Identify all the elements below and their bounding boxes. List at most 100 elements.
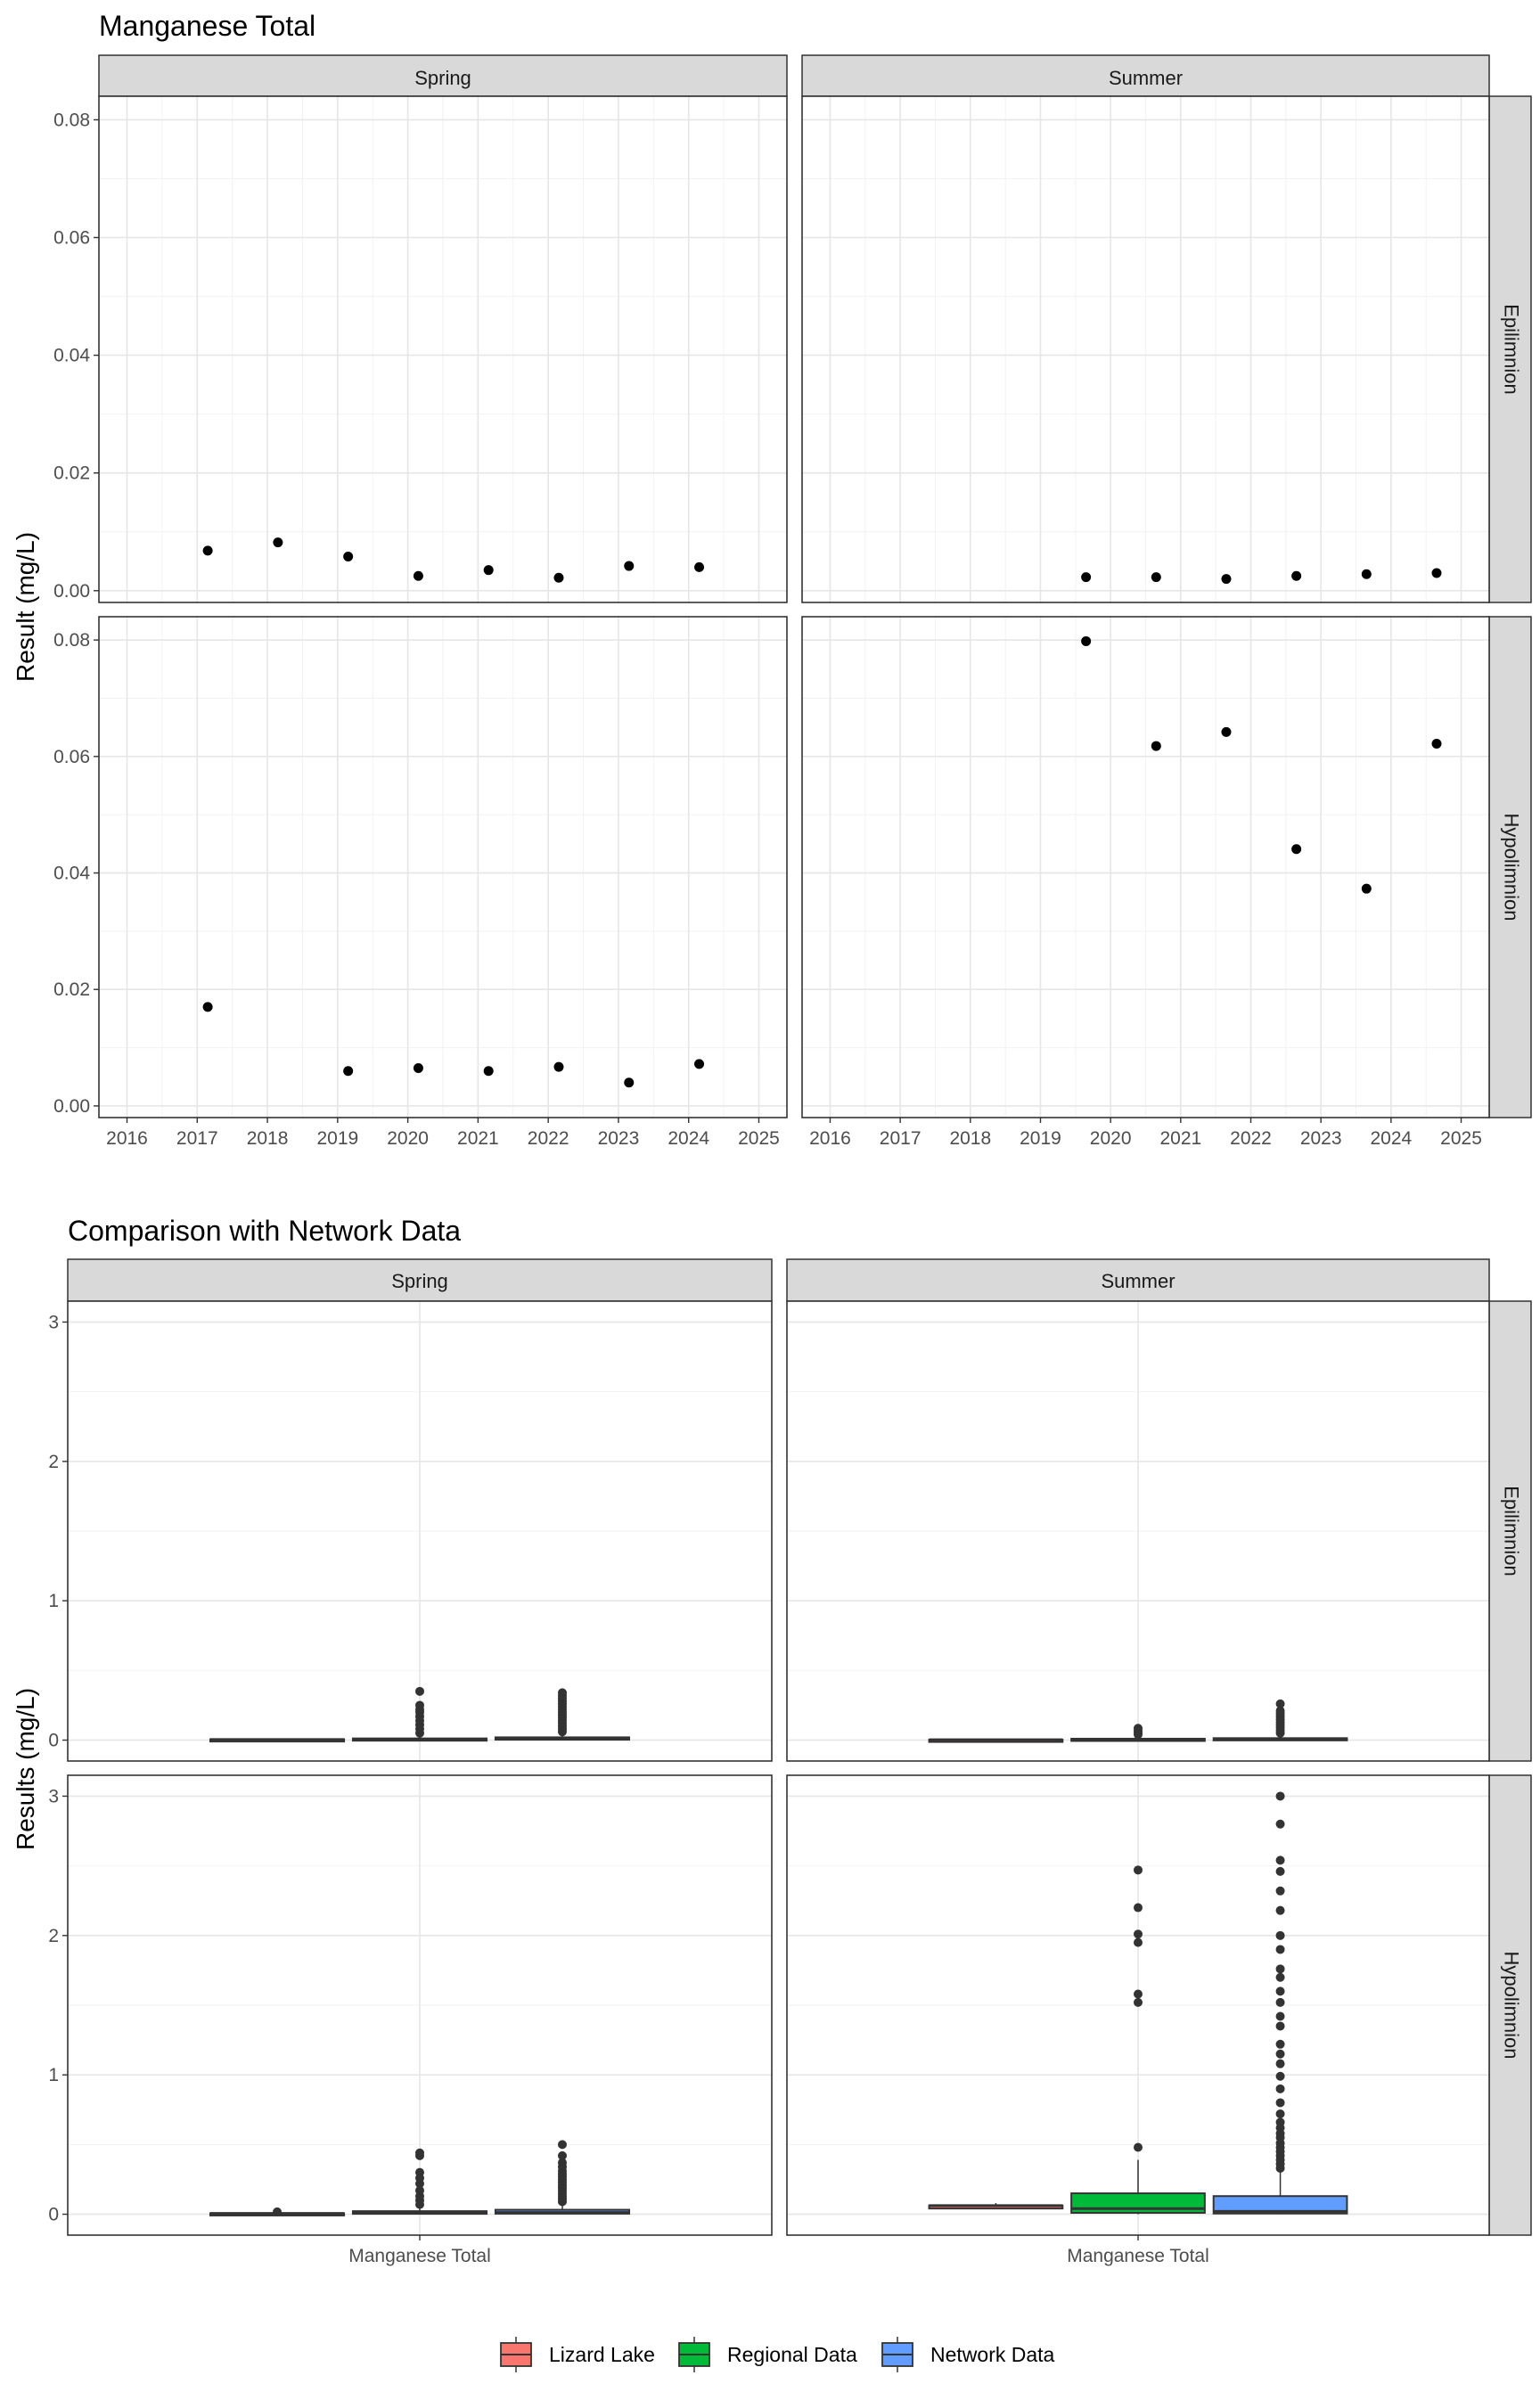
chart1-strip-spring	[98, 54, 788, 97]
chart1-data-point	[1431, 738, 1442, 749]
legend-label: Network Data	[930, 2343, 1055, 2366]
chart2-panel-border	[786, 1300, 1490, 1762]
chart1-data-point	[1221, 726, 1232, 737]
chart2-outlier	[1275, 1706, 1285, 1716]
chart2-title: Comparison with Network Data	[68, 1215, 461, 1247]
legend-label: Regional Data	[727, 2343, 857, 2366]
chart1-strip-label: Epilimnion	[1501, 304, 1523, 395]
chart2-outlier	[557, 1688, 567, 1698]
chart1-data-point	[624, 1077, 635, 1088]
chart1-x-tick-label: 2021	[1159, 1128, 1201, 1149]
chart1-data-point	[694, 561, 705, 572]
chart1-strip-hypolimnion	[1488, 616, 1532, 1118]
chart2-y-tick-label: 0	[48, 2205, 59, 2225]
chart2-outlier	[415, 2185, 424, 2195]
chart2-y-axis-label: Results (mg/L)	[12, 1688, 39, 1850]
chart2-outlier	[1275, 1945, 1285, 1954]
chart2-outlier	[1275, 1866, 1285, 1876]
chart1-data-point	[1361, 883, 1372, 894]
chart1-x-tick-label: 2017	[880, 1128, 922, 1149]
chart2-strip-label: Hypolimnion	[1501, 1951, 1523, 2059]
chart2-outlier	[1134, 1997, 1143, 2007]
chart1-data-point	[343, 551, 354, 561]
chart1-panel-border	[801, 616, 1490, 1118]
chart2-strip-label: Summer	[1101, 1270, 1175, 1292]
chart1-x-tick-label: 2016	[106, 1128, 148, 1149]
chart2-outlier	[1134, 2142, 1143, 2152]
chart2-outlier	[1275, 1699, 1285, 1708]
chart2-outlier	[273, 2207, 283, 2216]
chart1-x-tick-label: 2019	[1020, 1128, 1061, 1149]
chart2-outlier	[557, 2140, 567, 2150]
chart1-data-point	[413, 1062, 423, 1073]
chart2-strip-label: Spring	[391, 1270, 448, 1292]
chart2-outlier	[415, 1700, 424, 1710]
chart2-outlier	[415, 1686, 424, 1696]
chart2-y-tick-label: 2	[48, 1452, 59, 1472]
chart2-outlier	[1275, 2049, 1285, 2059]
chart1-x-tick-label: 2018	[949, 1128, 991, 1149]
chart1-y-tick-label: 0.06	[53, 747, 90, 767]
chart1-data-point	[553, 572, 564, 583]
chart1-data-point	[1291, 844, 1302, 855]
chart2-x-tick-label: Manganese Total	[348, 2246, 491, 2266]
chart2-outlier	[1275, 1886, 1285, 1896]
chart1-y-tick-label: 0.02	[53, 463, 90, 484]
chart1-x-tick-label: 2024	[1370, 1128, 1412, 1149]
chart1-x-tick-label: 2024	[668, 1128, 709, 1149]
chart2-outlier	[1275, 2071, 1285, 2081]
chart1-data-point	[202, 545, 213, 556]
chart2-strip-hypolimnion	[1488, 1774, 1532, 2236]
chart1-data-point	[1221, 574, 1232, 585]
chart1-data-point	[1081, 572, 1092, 583]
chart2-y-tick-label: 1	[48, 1591, 59, 1611]
chart1-x-tick-label: 2019	[316, 1128, 358, 1149]
chart2-y-tick-label: 0	[48, 1731, 59, 1751]
chart2-outlier	[1275, 2109, 1285, 2118]
chart2-outlier	[1275, 1964, 1285, 1974]
chart2-outlier	[1275, 2084, 1285, 2093]
chart2-outlier	[1275, 1997, 1285, 2007]
chart2-strip-label: Epilimnion	[1501, 1486, 1523, 1577]
chart2-strip-summer	[786, 1258, 1490, 1302]
chart2-strip-epilimnion	[1488, 1300, 1532, 1762]
chart2-outlier	[1275, 1855, 1285, 1865]
chart2-box	[1212, 2195, 1348, 2215]
chart1-y-tick-label: 0.00	[53, 581, 90, 602]
chart2-outlier	[1275, 2011, 1285, 2021]
chart2-outlier	[1275, 1819, 1285, 1829]
chart1-x-tick-label: 2021	[457, 1128, 499, 1149]
chart1-x-tick-label: 2020	[1090, 1128, 1132, 1149]
chart1-y-tick-label: 0.00	[53, 1096, 90, 1117]
chart1-data-point	[413, 570, 423, 581]
chart1-x-tick-label: 2025	[1440, 1128, 1482, 1149]
chart1-y-tick-label: 0.04	[53, 864, 90, 884]
chart1-panel-border	[98, 95, 788, 603]
chart2-outlier	[1275, 1930, 1285, 1940]
chart1-data-point	[1291, 570, 1302, 581]
chart2-outlier	[1134, 1903, 1143, 1913]
chart2-outlier	[1275, 1986, 1285, 1996]
chart2-outlier	[1134, 1929, 1143, 1939]
chart1-y-tick-label: 0.08	[53, 110, 90, 130]
chart1-data-point	[1431, 568, 1442, 578]
chart1-data-point	[483, 565, 494, 576]
chart2-outlier	[1134, 1937, 1143, 1947]
chart1-x-tick-label: 2018	[247, 1128, 289, 1149]
chart1-x-tick-label: 2023	[598, 1128, 640, 1149]
chart1-data-point	[343, 1066, 354, 1077]
chart1-y-tick-label: 0.04	[53, 346, 90, 366]
chart1-panel-border	[801, 95, 1490, 603]
chart2-outlier	[1275, 1905, 1285, 1915]
chart1-data-point	[202, 1002, 213, 1012]
chart1-data-point	[694, 1059, 705, 1069]
chart2-outlier	[1275, 2059, 1285, 2068]
chart2-outlier	[1134, 1989, 1143, 1999]
chart2-y-tick-label: 1	[48, 2065, 59, 2085]
chart2-outlier	[1134, 1724, 1143, 1733]
chart2-outlier	[1275, 1972, 1285, 1982]
chart2-outlier	[415, 2148, 424, 2158]
chart2-outlier	[1275, 2039, 1285, 2049]
chart1-x-tick-label: 2017	[176, 1128, 218, 1149]
